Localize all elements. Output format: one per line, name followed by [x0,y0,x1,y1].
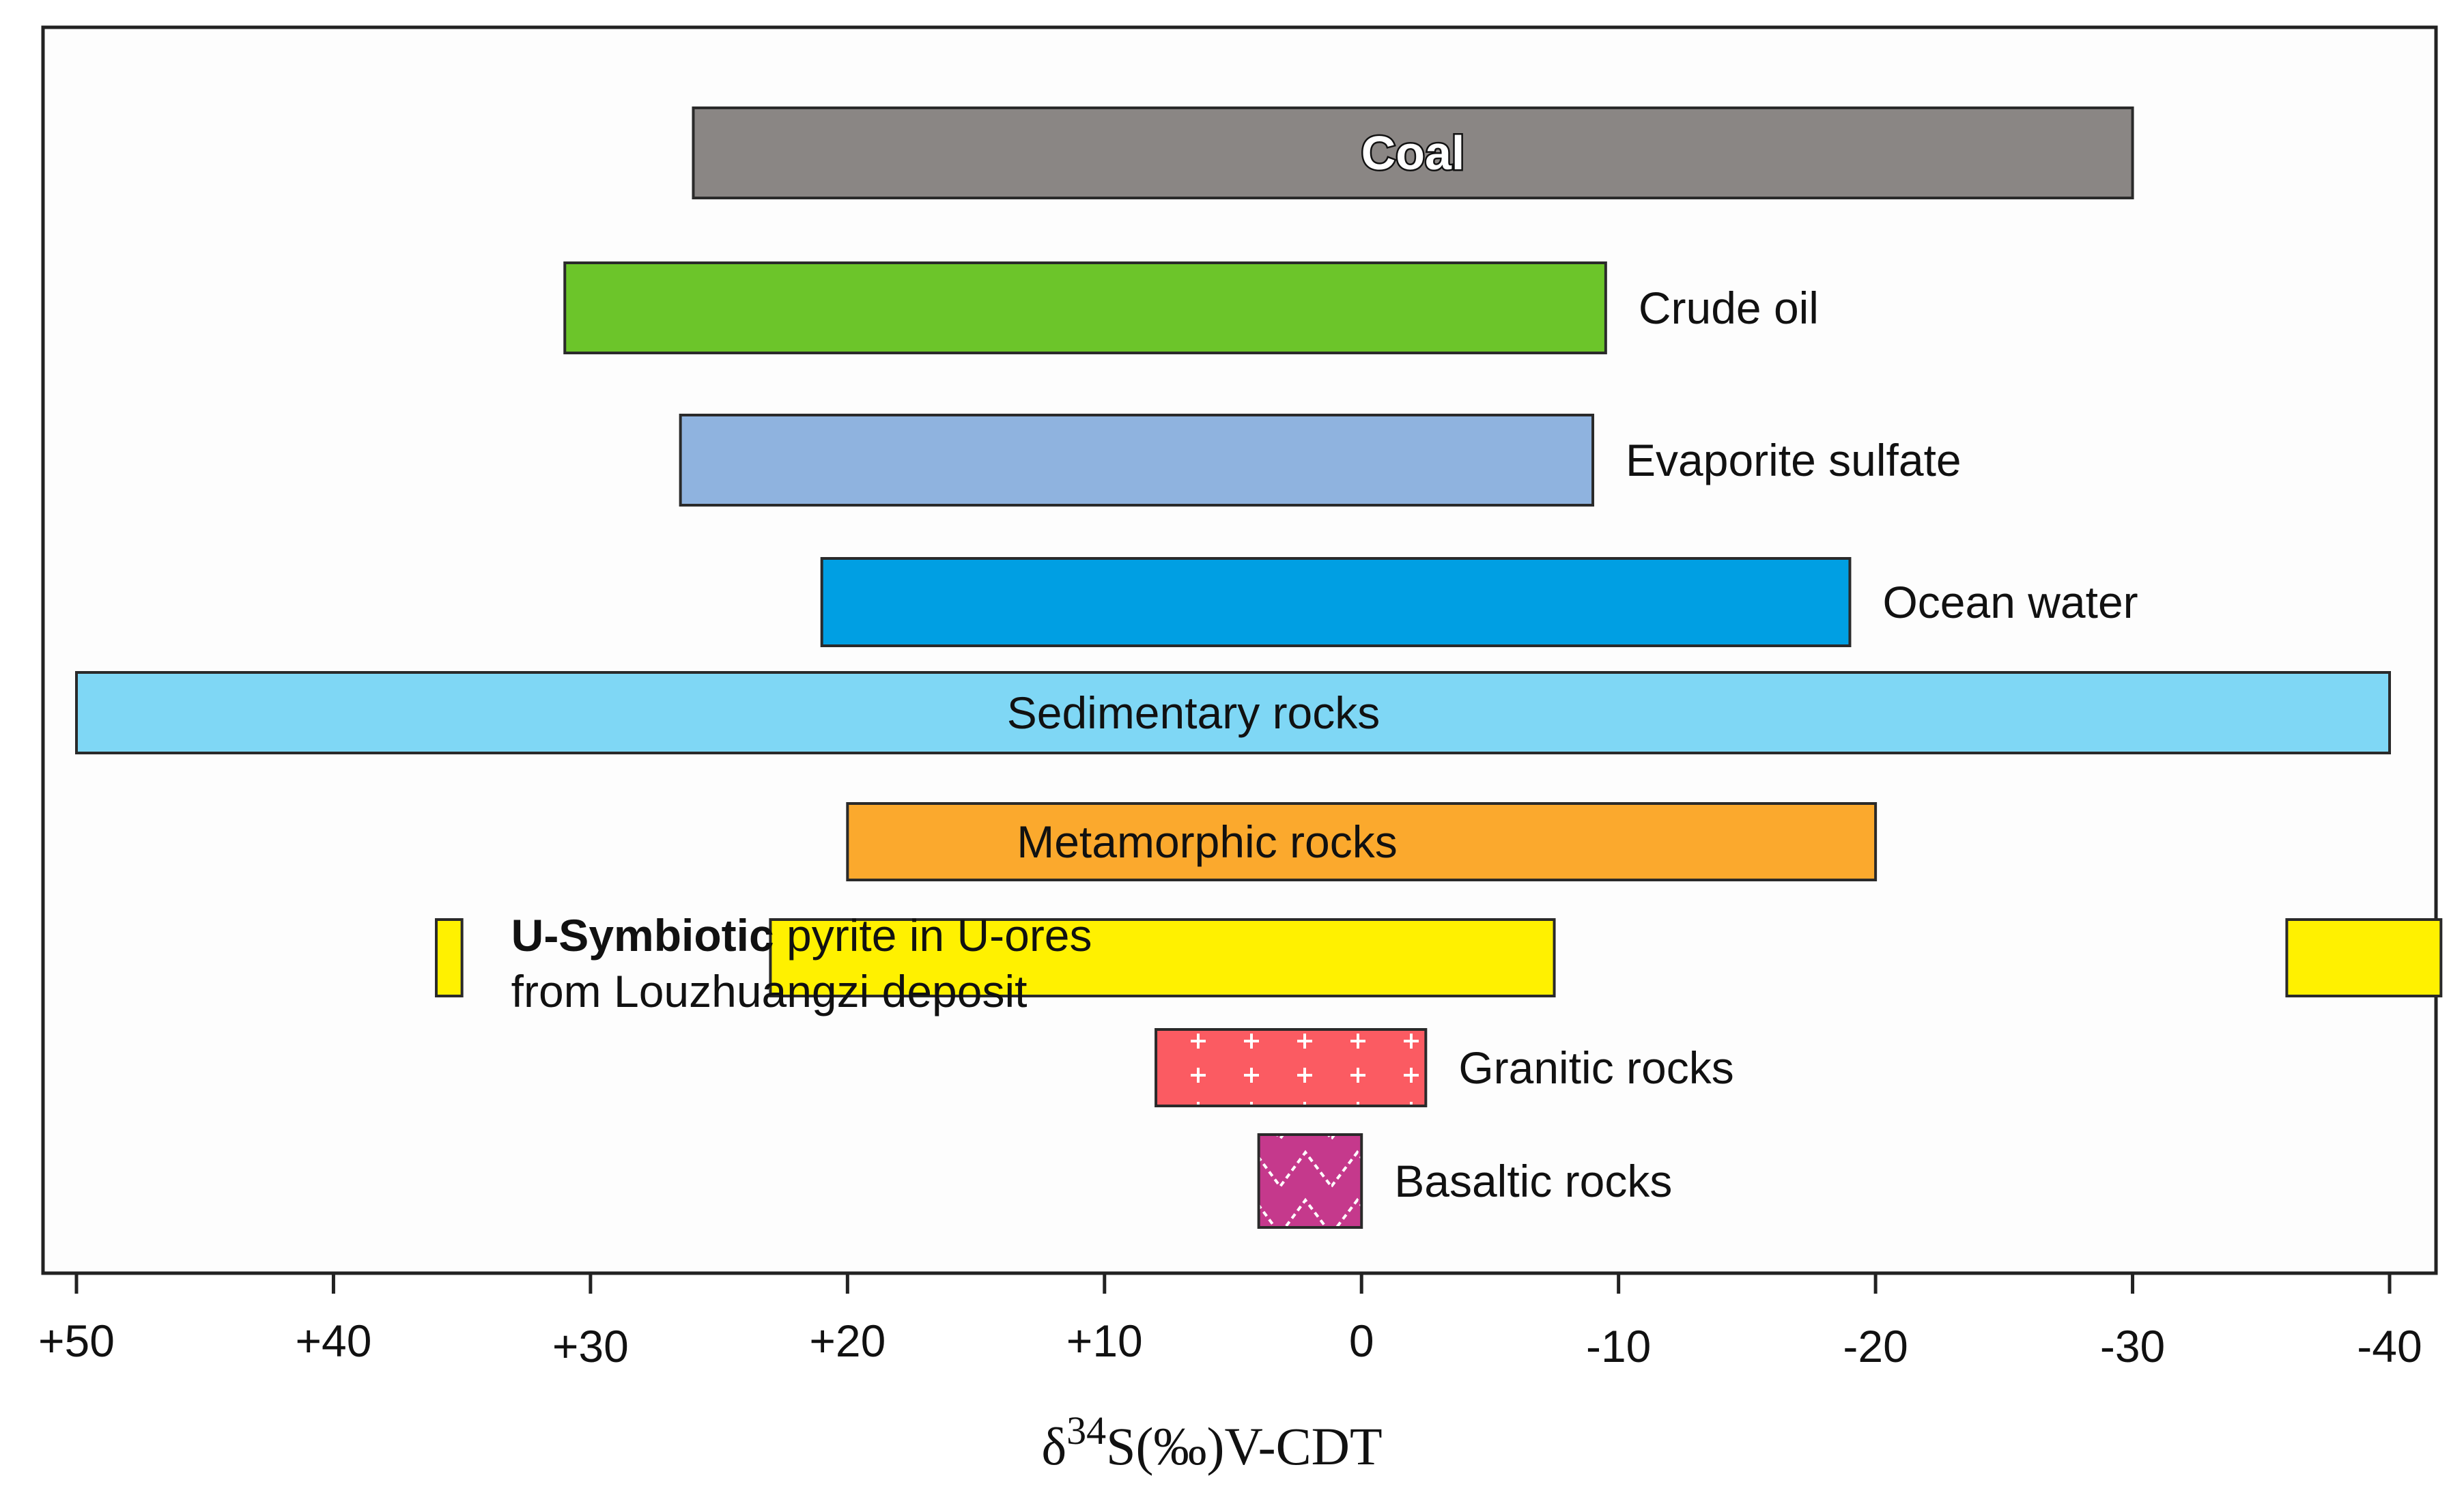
x-axis-title: δ34S(‰)V-CDT [1041,1408,1382,1476]
bar-metamorphic-rocks-1 [846,802,1878,881]
x-tick-label-8: -30 [2100,1321,2165,1371]
label-u-symbiotic-bold: U-Symbiotic [511,910,774,961]
bars-layer [75,106,2443,1229]
label-basaltic-rocks: Basaltic rocks [1394,1156,1672,1206]
x-tick-label-4: +10 [1066,1316,1143,1366]
label-crude-oil: Crude oil [1639,283,1819,333]
x-tick-label-2: +30 [552,1321,629,1371]
x-tick-label-3: +20 [809,1316,886,1366]
x-tick-label-0: +50 [38,1316,115,1366]
x-tick-label-6: -10 [1586,1321,1651,1371]
bar-crude-oil-1 [563,261,1607,354]
x-tick-label-9: -40 [2357,1321,2422,1371]
x-axis: +50 +40 +30 +20 +10 0 -10 -20 -30 -40 [38,1273,2422,1371]
labels-layer: Coal Crude oil Evaporite sulfate Ocean wate… [511,125,2138,1207]
bar-sedimentary-rocks-1 [75,671,2391,754]
bar-u-symbiotic-pyrite-2 [769,918,1556,997]
label-u-symbiotic-line1: U-Symbiotic pyrite in U-ores [511,910,1092,961]
x-tick-label-5: 0 [1349,1316,1374,1366]
label-ocean-water: Ocean water [1882,577,2138,627]
x-tick-label-7: -20 [1843,1321,1908,1371]
bar-evaporite-sulfate-1 [679,414,1595,507]
bar-basaltic-rocks-pattern [1260,1136,1361,1226]
bar-coal-1 [692,106,2134,199]
label-metamorphic-rocks: Metamorphic rocks [1017,816,1398,867]
bar-granitic-rocks-pattern [1157,1031,1425,1105]
x-title-delta: δ [1041,1417,1066,1476]
bar-u-symbiotic-pyrite-3 [2285,918,2443,997]
label-granitic-rocks: Granitic rocks [1458,1042,1733,1093]
x-tick-label-1: +40 [295,1316,371,1366]
bar-ocean-water-1 [820,557,1852,647]
label-evaporite-sulfate: Evaporite sulfate [1626,435,1962,485]
label-coal: Coal [1361,126,1465,180]
x-title-rest: S(‰)V-CDT [1106,1417,1382,1476]
bar-u-symbiotic-pyrite-1 [435,918,464,997]
label-u-symbiotic-rest: pyrite in U-ores [774,910,1092,961]
label-sedimentary-rocks: Sedimentary rocks [1007,687,1380,738]
label-u-symbiotic-line2: from Louzhuangzi deposit [511,966,1028,1016]
x-title-superscript: 34 [1066,1408,1106,1453]
